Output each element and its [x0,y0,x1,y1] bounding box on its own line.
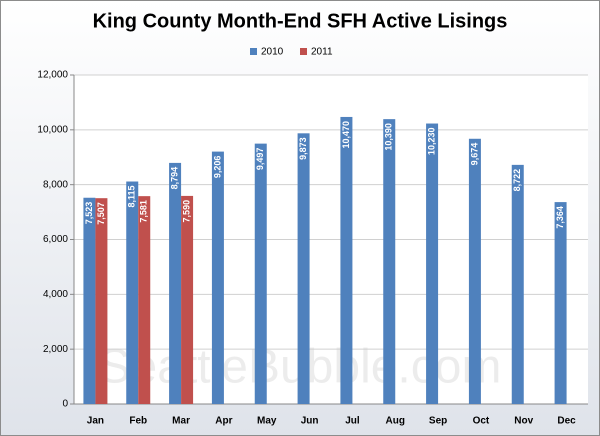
x-tick-label: Sep [429,416,447,427]
data-label: 9,873 [298,137,308,160]
y-tick-label: 0 [62,399,68,410]
bar [383,119,396,404]
y-tick-label: 12,000 [37,70,68,81]
bar [211,151,224,404]
bar [83,197,96,404]
chart-title: King County Month-End SFH Active Lisings [93,10,508,32]
x-tick-label: Mar [172,416,190,427]
legend-label: 2011 [311,47,333,58]
data-label: 9,674 [469,143,479,166]
y-tick-label: 10,000 [37,124,68,135]
x-tick-label: May [257,416,277,427]
data-label: 10,470 [341,121,351,149]
data-label: 9,497 [255,148,265,171]
y-tick-label: 4,000 [43,289,68,300]
data-label: 7,364 [555,206,565,229]
y-tick-label: 8,000 [43,179,68,190]
data-label: 8,722 [512,169,522,192]
x-tick-label: Feb [129,416,147,427]
bar [138,196,151,404]
data-label: 10,230 [426,128,436,156]
x-tick-label: Apr [215,416,232,427]
legend-swatch [250,48,257,55]
bar [426,123,439,404]
y-tick-label: 6,000 [43,234,68,245]
bar [554,202,567,404]
bar [95,198,108,404]
data-label: 9,206 [212,156,222,179]
bar [254,143,267,405]
legend-swatch [300,48,307,55]
x-tick-label: Jan [87,416,104,427]
bar [340,116,353,404]
y-tick-label: 2,000 [43,344,68,355]
data-label: 10,390 [384,123,394,151]
data-label: 7,590 [181,200,191,223]
bar [169,162,182,404]
x-tick-label: Oct [473,416,490,427]
data-label: 7,523 [84,202,94,225]
bar [181,195,194,404]
x-tick-label: Jul [345,416,360,427]
bar [297,133,310,404]
x-tick-label: Dec [557,416,576,427]
data-label: 8,794 [169,167,179,190]
data-label: 8,115 [127,186,137,208]
x-tick-label: Jun [301,416,319,427]
bar [511,164,524,404]
data-label: 7,507 [96,202,106,225]
legend-label: 2010 [261,47,284,58]
x-tick-label: Aug [386,416,405,427]
bar [126,181,139,404]
bar [468,138,481,404]
x-tick-label: Nov [514,416,533,427]
data-label: 7,581 [139,200,149,223]
